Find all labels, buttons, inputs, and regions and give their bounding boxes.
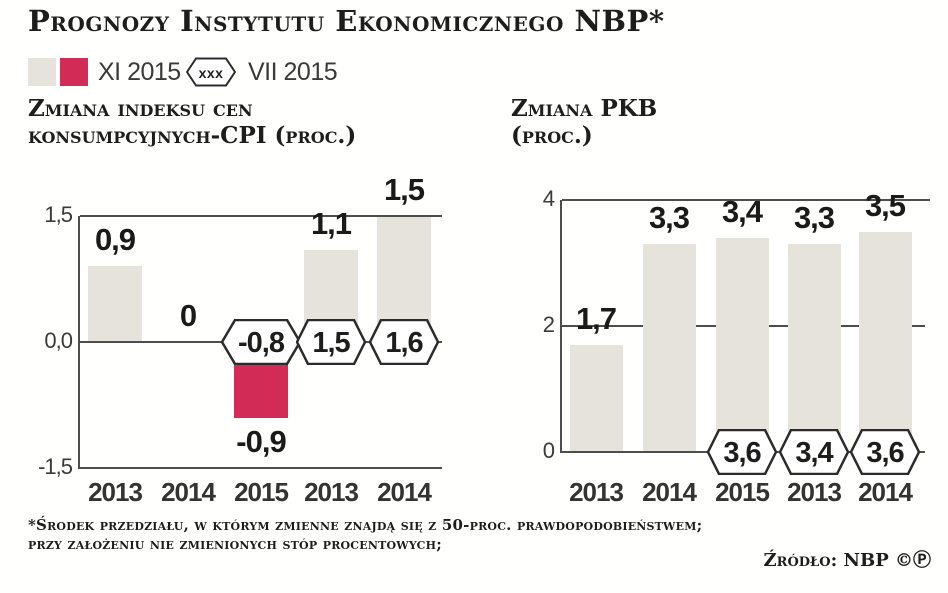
- bar-value-label: 3,3: [648, 200, 690, 236]
- source-credit: Źródło: NBP ©Ⓟ: [763, 550, 931, 571]
- hexagon-marker: 3,6: [707, 429, 777, 475]
- hexagon-marker: 3,4: [779, 429, 849, 475]
- footnote: *Środek przedziału, w którym zmienne zna…: [28, 516, 788, 554]
- legend-hexagon-symbol: xxx: [199, 65, 224, 81]
- category-label: 2014: [377, 477, 432, 507]
- bar-value-label: 1,7: [575, 300, 617, 336]
- axis-tick-label: 2: [542, 312, 555, 337]
- category-label: 2013: [304, 477, 359, 507]
- hexagon-value: 3,6: [723, 437, 761, 469]
- legend-label-vii-2015: VII 2015: [248, 58, 338, 86]
- bar: [569, 344, 623, 452]
- bar: [88, 266, 142, 342]
- legend-swatch-beige: [28, 58, 56, 86]
- bar-value-label: 3,3: [793, 200, 835, 236]
- y-axis-line: [78, 216, 80, 469]
- chart-title-cpi-line2: konsumpcyjnych-CPI (proc.): [28, 122, 357, 149]
- y-axis-line: [560, 200, 562, 453]
- axis-tick-label: 0,0: [44, 328, 73, 353]
- bar-value-label: 0: [179, 298, 197, 333]
- hexagon-marker: -0,8: [221, 319, 301, 365]
- bar-value-label: 1,1: [310, 205, 352, 241]
- gridline: [80, 215, 442, 217]
- bar-value-label: 1,5: [383, 172, 425, 207]
- category-label: 2013: [88, 477, 143, 507]
- gridline: [80, 467, 442, 469]
- bar: [787, 244, 841, 452]
- legend-label-xi-2015: XI 2015: [98, 58, 181, 86]
- chart-title-cpi-line1: Zmiana indeksu cen: [28, 95, 253, 122]
- chart-title-pkb-line1: Zmiana PKB: [511, 95, 658, 122]
- hexagon-value: 3,6: [866, 437, 904, 469]
- category-label: 2013: [787, 477, 842, 507]
- hexagon-value: 1,5: [312, 327, 350, 359]
- hexagon-marker: 1,6: [369, 319, 439, 365]
- category-label: 2014: [161, 477, 216, 507]
- bar: [642, 244, 696, 452]
- gridline: [562, 199, 930, 201]
- hexagon-marker: 3,6: [850, 429, 920, 475]
- hexagon-value: -0,8: [238, 327, 285, 359]
- bar: [858, 231, 912, 452]
- bar-value-label: -0,9: [236, 423, 286, 459]
- hexagon-marker: 1,5: [296, 319, 366, 365]
- bar-value-label: 3,5: [864, 187, 906, 223]
- bar-value-label: 3,4: [721, 193, 763, 229]
- page-title: Prognozy Instytutu Ekonomicznego NBP*: [28, 4, 665, 38]
- hexagon-value: 3,4: [795, 437, 833, 469]
- legend-hexagon-icon: xxx: [186, 57, 236, 87]
- bar: [715, 237, 769, 452]
- hexagon-value: 1,6: [385, 327, 423, 359]
- axis-tick-label: 4: [542, 186, 555, 211]
- chart-title-pkb-line2: (proc.): [511, 122, 593, 149]
- category-label: 2015: [234, 477, 289, 507]
- axis-tick-label: 1,5: [44, 202, 73, 227]
- chart-title-cpi: Zmiana indeksu cen konsumpcyjnych-CPI (p…: [28, 95, 356, 149]
- category-label: 2014: [858, 477, 913, 507]
- footnote-line2: przy założeniu nie zmienionych stóp proc…: [28, 535, 442, 553]
- category-label: 2013: [569, 477, 624, 507]
- footnote-line1: *Środek przedziału, w którym zmienne zna…: [28, 516, 703, 534]
- category-label: 2014: [642, 477, 697, 507]
- axis-tick-label: 0: [542, 438, 555, 463]
- category-label: 2015: [715, 477, 770, 507]
- chart-title-pkb: Zmiana PKB (proc.): [511, 95, 657, 149]
- bar-value-label: 0,9: [94, 222, 136, 258]
- axis-tick-label: -1,5: [38, 454, 73, 479]
- legend-swatch-red: [60, 58, 88, 86]
